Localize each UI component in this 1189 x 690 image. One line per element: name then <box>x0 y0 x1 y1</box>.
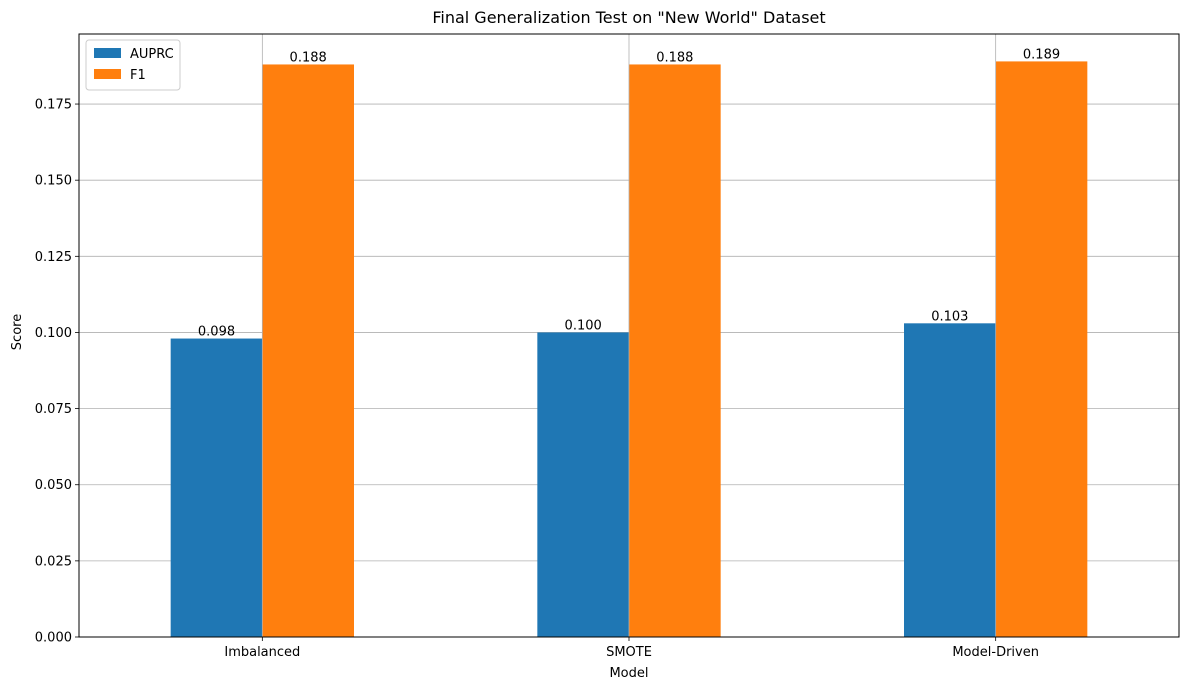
bar-auprc-model-driven <box>904 323 996 637</box>
x-tick-label: SMOTE <box>606 645 652 660</box>
bars <box>170 61 1088 638</box>
data-labels: 0.098 0.100 0.103 0.188 0.188 0.189 <box>198 47 1060 339</box>
legend-label-f1: F1 <box>130 68 146 83</box>
data-label: 0.098 <box>198 325 235 340</box>
x-tick-label: Imbalanced <box>224 645 300 660</box>
x-tick-label: Model-Driven <box>952 645 1039 660</box>
y-axis-ticks: 0.000 0.025 0.050 0.075 0.100 0.125 0.150 0.175 <box>35 98 79 646</box>
data-label: 0.188 <box>290 50 327 65</box>
bar-auprc-smote <box>537 332 629 637</box>
y-tick-label: 0.050 <box>35 478 72 493</box>
bar-auprc-imbalanced <box>170 338 263 637</box>
data-label: 0.188 <box>656 50 693 65</box>
bar-f1-imbalanced <box>262 64 354 638</box>
legend-swatch-f1 <box>94 69 121 79</box>
data-label: 0.100 <box>565 318 602 333</box>
bar-f1-model-driven <box>995 61 1088 637</box>
bar-f1-smote <box>629 64 721 638</box>
y-tick-label: 0.150 <box>35 174 72 189</box>
data-label: 0.103 <box>931 309 968 324</box>
y-tick-label: 0.075 <box>35 402 72 417</box>
x-axis-ticks: Imbalanced SMOTE Model-Driven <box>224 637 1039 660</box>
y-axis-label: Score <box>10 314 25 350</box>
y-tick-label: 0.000 <box>35 631 72 646</box>
y-tick-label: 0.100 <box>35 326 72 341</box>
legend-swatch-auprc <box>94 48 121 58</box>
legend-label-auprc: AUPRC <box>130 47 174 62</box>
vertical-grid-lines <box>261 34 997 637</box>
legend: AUPRC F1 <box>85 39 181 91</box>
y-tick-label: 0.125 <box>35 250 72 265</box>
y-tick-label: 0.025 <box>35 554 72 569</box>
chart-title: Final Generalization Test on "New World"… <box>432 8 825 27</box>
y-tick-label: 0.175 <box>35 98 72 113</box>
data-label: 0.189 <box>1023 47 1060 62</box>
x-axis-label: Model <box>609 666 648 681</box>
